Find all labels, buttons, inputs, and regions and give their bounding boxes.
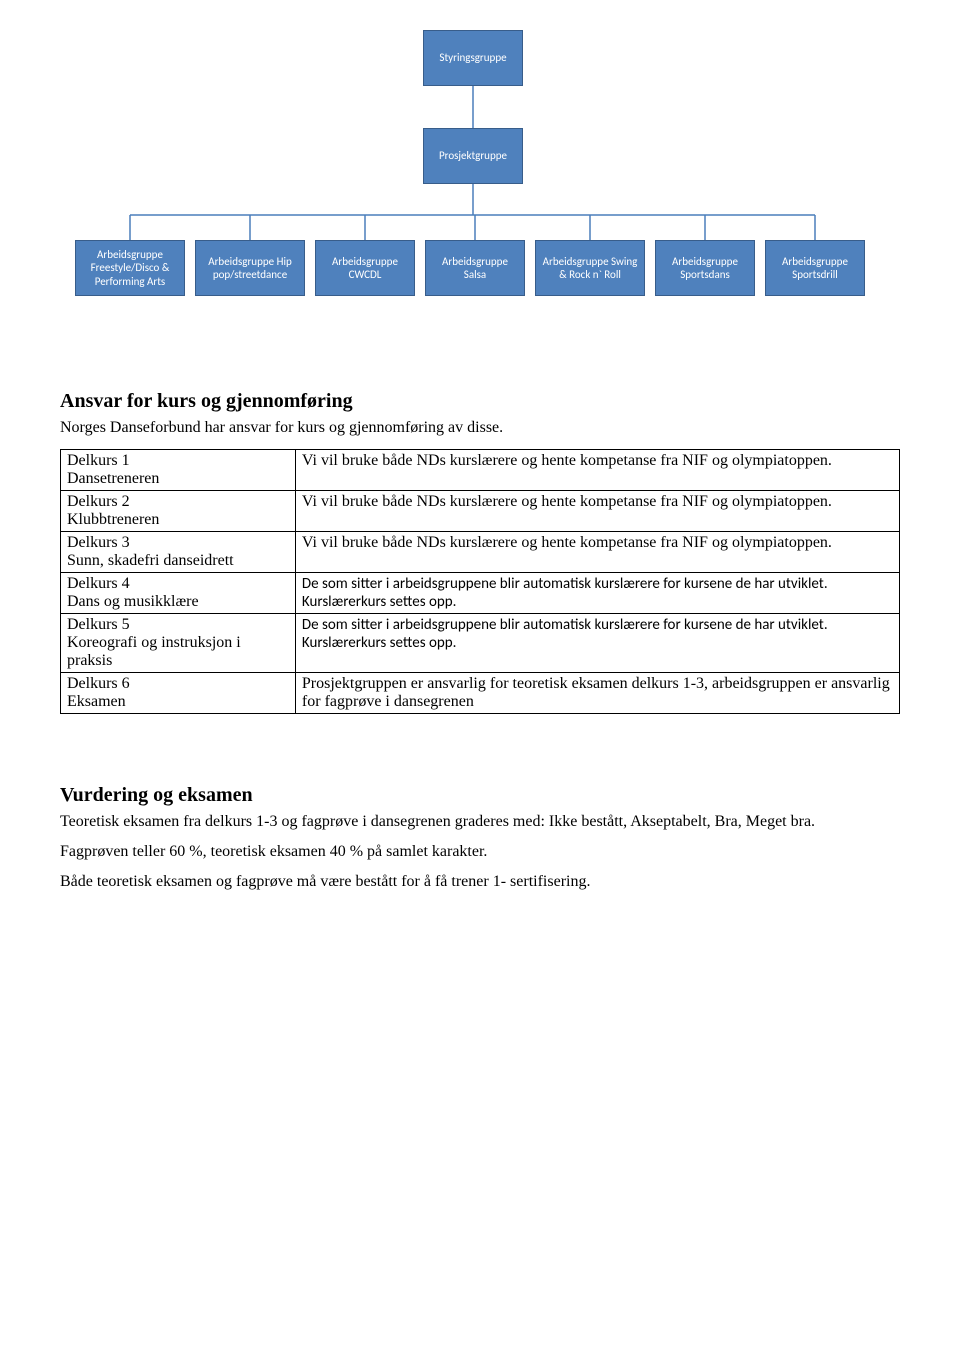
table-row: Delkurs 6EksamenProsjektgruppen er ansva… — [61, 673, 900, 714]
org-leaf-cwcdl: Arbeidsgruppe CWCDL — [315, 240, 415, 296]
delkurs-left: Delkurs 2Klubbtreneren — [61, 491, 296, 532]
delkurs-right: De som sitter i arbeidsgruppene blir aut… — [295, 573, 899, 614]
org-leaf-sportsdrill: Arbeidsgruppe Sportsdrill — [765, 240, 865, 296]
table-row: Delkurs 4Dans og musikklæreDe som sitter… — [61, 573, 900, 614]
org-leaf-swing-rock: Arbeidsgruppe Swing & Rock n` Roll — [535, 240, 645, 296]
org-leaf-sportsdans: Arbeidsgruppe Sportsdans — [655, 240, 755, 296]
intro-ansvar: Norges Danseforbund har ansvar for kurs … — [60, 419, 900, 437]
delkurs-right: Prosjektgruppen er ansvarlig for teoreti… — [295, 673, 899, 714]
delkurs-left: Delkurs 4Dans og musikklære — [61, 573, 296, 614]
vurdering-p2: Fagprøven teller 60 %, teoretisk eksamen… — [60, 843, 900, 861]
heading-ansvar: Ansvar for kurs og gjennomføring — [60, 390, 900, 413]
delkurs-table: Delkurs 1DansetrenerenVi vil bruke både … — [60, 449, 900, 714]
table-row: Delkurs 3Sunn, skadefri danseidrettVi vi… — [61, 532, 900, 573]
delkurs-left: Delkurs 5Koreografi og instruksjon i pra… — [61, 614, 296, 673]
delkurs-right: De som sitter i arbeidsgruppene blir aut… — [295, 614, 899, 673]
delkurs-left: Delkurs 1Dansetreneren — [61, 450, 296, 491]
org-node-styringsgruppe: Styringsgruppe — [423, 30, 523, 86]
table-row: Delkurs 5Koreografi og instruksjon i pra… — [61, 614, 900, 673]
table-row: Delkurs 1DansetrenerenVi vil bruke både … — [61, 450, 900, 491]
vurdering-p1: Teoretisk eksamen fra delkurs 1-3 og fag… — [60, 813, 900, 831]
delkurs-left: Delkurs 6Eksamen — [61, 673, 296, 714]
delkurs-left: Delkurs 3Sunn, skadefri danseidrett — [61, 532, 296, 573]
delkurs-right: Vi vil bruke både NDs kurslærere og hent… — [295, 491, 899, 532]
org-node-prosjektgruppe: Prosjektgruppe — [423, 128, 523, 184]
org-leaf-freestyle-disco: Arbeidsgruppe Freestyle/Disco & Performi… — [75, 240, 185, 296]
org-leaf-salsa: Arbeidsgruppe Salsa — [425, 240, 525, 296]
vurdering-p3: Både teoretisk eksamen og fagprøve må væ… — [60, 873, 900, 891]
org-leaf-hip-pop: Arbeidsgruppe Hip pop/streetdance — [195, 240, 305, 296]
delkurs-right: Vi vil bruke både NDs kurslærere og hent… — [295, 450, 899, 491]
heading-vurdering: Vurdering og eksamen — [60, 784, 900, 807]
org-chart: Styringsgruppe Prosjektgruppe Arbeidsgru… — [60, 30, 900, 310]
table-row: Delkurs 2KlubbtrenerenVi vil bruke både … — [61, 491, 900, 532]
delkurs-right: Vi vil bruke både NDs kurslærere og hent… — [295, 532, 899, 573]
